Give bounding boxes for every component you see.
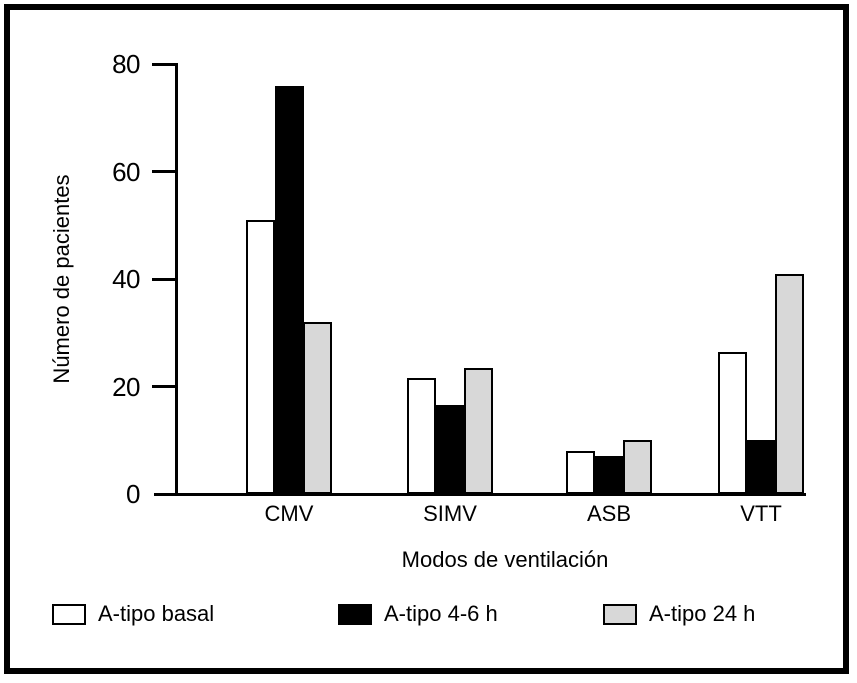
legend-item-a-tipo-basal: A-tipo basal bbox=[52, 601, 214, 627]
legend-swatch-a-tipo-basal bbox=[52, 603, 86, 625]
legend-swatch-a-tipo-4-6-h bbox=[338, 603, 372, 625]
bar-vtt-a-tipo-24-h bbox=[775, 273, 804, 494]
bar-cmv-a-tipo-24-h bbox=[303, 322, 332, 494]
x-axis-title: Modos de ventilación bbox=[401, 547, 609, 572]
legend-label-a-tipo-4-6-h: A-tipo 4-6 h bbox=[384, 601, 498, 626]
bar-vtt-a-tipo-basal bbox=[718, 351, 747, 494]
category-label-simv: SIMV bbox=[423, 501, 477, 526]
bar-simv-a-tipo-4-6-h bbox=[435, 405, 465, 494]
bar-cmv-a-tipo-basal bbox=[246, 219, 275, 494]
legend-swatch-a-tipo-24-h bbox=[603, 603, 637, 625]
y-axis-title: Número de pacientes bbox=[49, 174, 74, 384]
bar-vtt-a-tipo-4-6-h bbox=[746, 440, 776, 494]
legend-label-a-tipo-24-h: A-tipo 24 h bbox=[649, 601, 756, 626]
y-tick-label-80: 80 bbox=[112, 49, 140, 79]
category-label-vtt: VTT bbox=[740, 501, 782, 526]
bar-simv-a-tipo-24-h bbox=[464, 367, 493, 494]
category-label-asb: ASB bbox=[586, 501, 632, 526]
legend-item-a-tipo-4-6-h: A-tipo 4-6 h bbox=[338, 601, 498, 627]
bar-asb-a-tipo-4-6-h bbox=[594, 456, 624, 494]
bar-asb-a-tipo-24-h bbox=[623, 440, 652, 494]
bar-cmv-a-tipo-4-6-h bbox=[274, 85, 304, 494]
y-tick-label-0: 0 bbox=[126, 479, 140, 509]
y-tick-mark-40 bbox=[152, 277, 177, 281]
x-axis-line bbox=[154, 493, 806, 496]
category-label-cmv: CMV bbox=[264, 501, 314, 526]
y-tick-label-40: 40 bbox=[112, 264, 140, 294]
bar-asb-a-tipo-basal bbox=[566, 451, 595, 494]
y-tick-mark-20 bbox=[152, 385, 177, 388]
y-tick-mark-80 bbox=[152, 62, 177, 66]
legend-item-a-tipo-24-h: A-tipo 24 h bbox=[603, 601, 755, 627]
figure-frame bbox=[4, 4, 849, 674]
y-tick-label-20: 20 bbox=[112, 371, 140, 402]
legend-label-a-tipo-basal: A-tipo basal bbox=[98, 601, 215, 626]
y-tick-mark-60 bbox=[152, 170, 177, 173]
bar-simv-a-tipo-basal bbox=[407, 378, 436, 494]
y-tick-label-60: 60 bbox=[112, 156, 140, 187]
